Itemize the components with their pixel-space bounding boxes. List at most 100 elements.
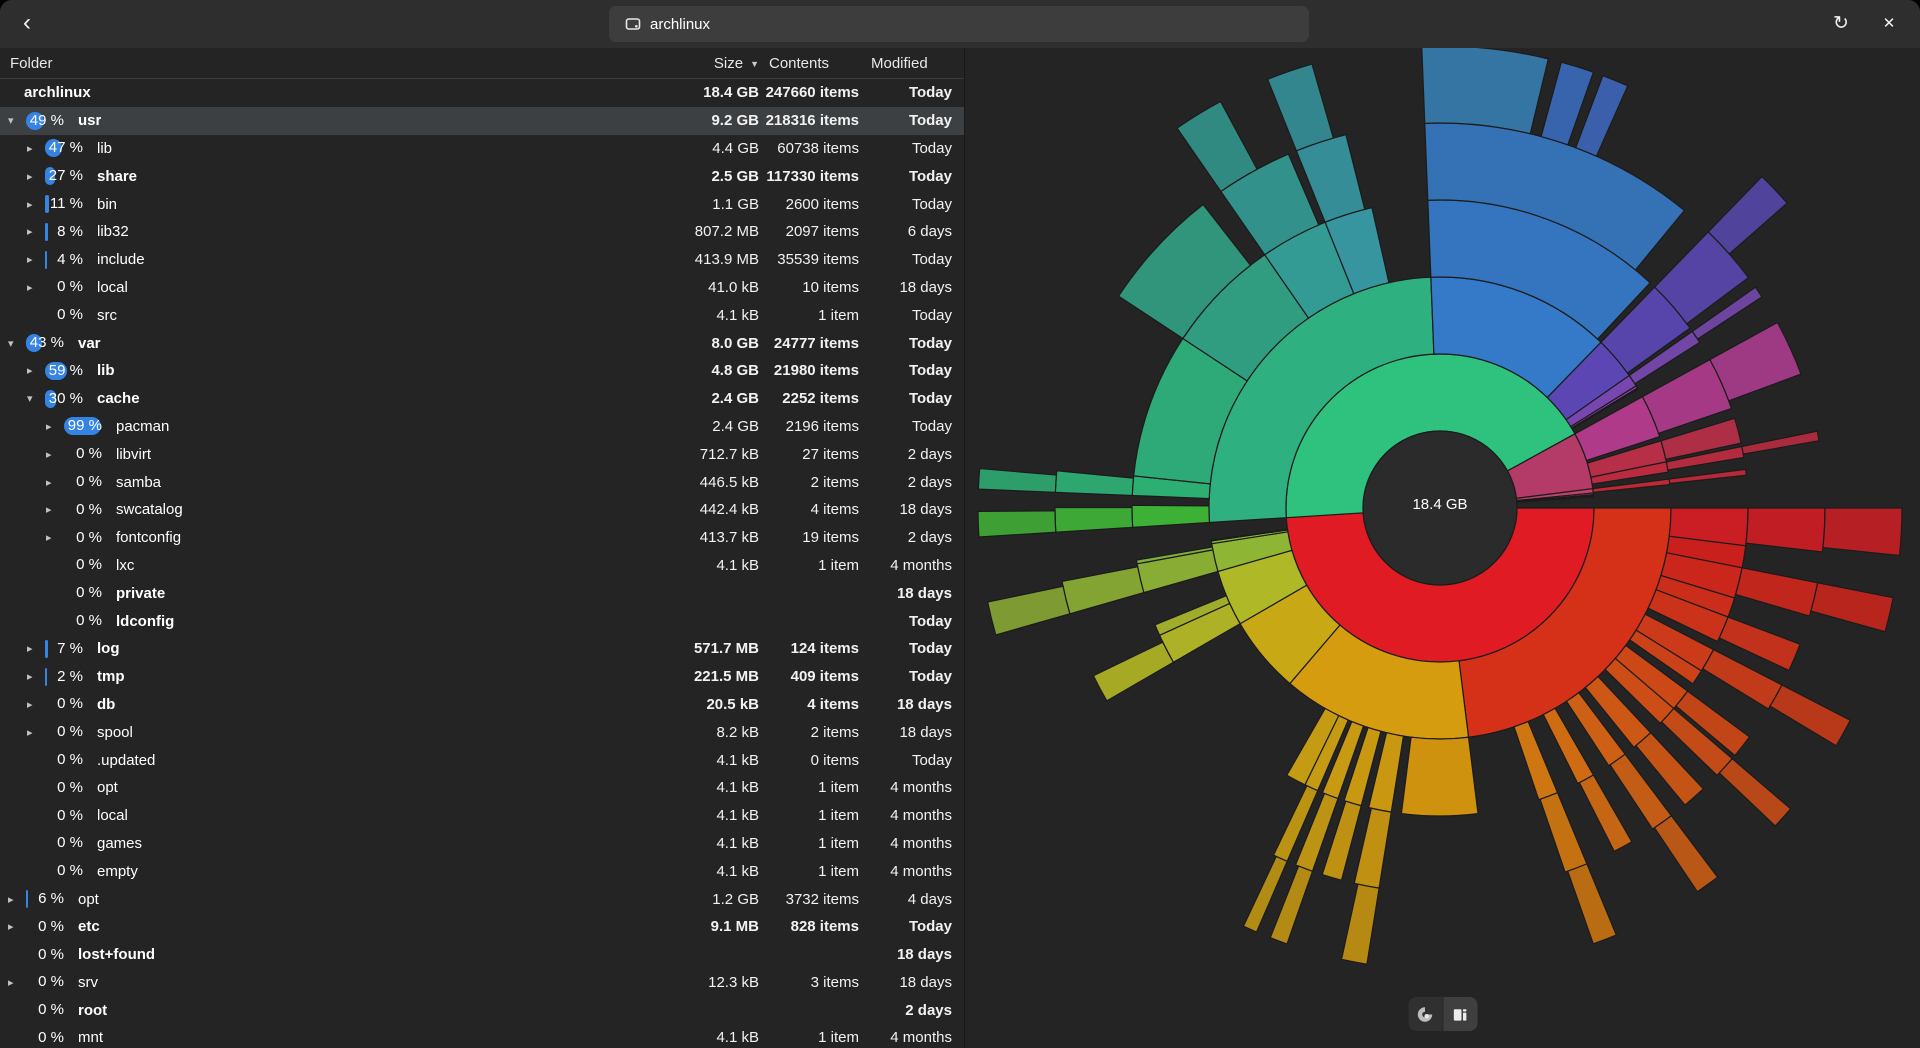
table-row[interactable]: ▸ 0 % fontconfig 413.7 kB 19 items 2 days — [0, 524, 964, 552]
ring-segment[interactable] — [1421, 48, 1550, 135]
table-row[interactable]: ▾ 43 % var 8.0 GB 24777 items Today — [0, 329, 964, 357]
expander-closed-icon[interactable]: ▸ — [27, 643, 33, 656]
ring-segment[interactable] — [1769, 684, 1852, 747]
expander-closed-icon[interactable]: ▸ — [46, 448, 52, 461]
ring-segment[interactable] — [1734, 567, 1819, 617]
table-row[interactable]: ▸ 7 % log 571.7 MB 124 items Today — [0, 635, 964, 663]
ring-segment[interactable] — [1269, 865, 1314, 945]
ring-segment[interactable] — [1566, 863, 1618, 945]
ring-segment[interactable] — [1628, 629, 1703, 685]
ring-segment[interactable] — [1810, 582, 1894, 633]
table-row[interactable]: ▸ 0 % etc 9.1 MB 828 items Today — [0, 913, 964, 941]
ring-segment[interactable] — [1210, 528, 1289, 542]
table-row[interactable]: 0 % .updated 4.1 kB 0 items Today — [0, 746, 964, 774]
rings-chart[interactable] — [965, 48, 1920, 1048]
table-row[interactable]: 0 % private 18 days — [0, 579, 964, 607]
ring-segment[interactable] — [1653, 814, 1719, 893]
table-row[interactable]: 0 % src 4.1 kB 1 item Today — [0, 301, 964, 329]
table-row[interactable]: 0 % root 2 days — [0, 996, 964, 1024]
table-row[interactable]: ▸ 0 % local 41.0 kB 10 items 18 days — [0, 274, 964, 302]
expander-closed-icon[interactable]: ▸ — [27, 254, 33, 267]
table-row[interactable]: ▸ 4 % include 413.9 MB 35539 items Today — [0, 246, 964, 274]
ring-segment[interactable] — [1691, 286, 1763, 340]
table-row[interactable]: 0 % mnt 4.1 kB 1 item 4 months — [0, 1024, 964, 1048]
rings-chart-button[interactable] — [1408, 997, 1442, 1031]
ring-segment[interactable] — [1092, 641, 1175, 702]
back-button[interactable]: ‹ — [23, 9, 31, 36]
ring-segment[interactable] — [1578, 774, 1633, 853]
ring-segment[interactable] — [1135, 546, 1214, 565]
column-folder[interactable]: Folder — [10, 54, 53, 72]
ring-segment[interactable] — [1709, 321, 1802, 402]
expander-closed-icon[interactable]: ▸ — [27, 198, 33, 211]
column-size[interactable]: Size ▼ — [713, 54, 759, 72]
expander-closed-icon[interactable]: ▸ — [8, 893, 14, 906]
table-row[interactable]: ▸ 0 % samba 446.5 kB 2 items 2 days — [0, 468, 964, 496]
expander-closed-icon[interactable]: ▸ — [46, 532, 52, 545]
ring-segment[interactable] — [1154, 594, 1231, 637]
expander-open-icon[interactable]: ▾ — [8, 115, 14, 128]
ring-segment[interactable] — [1321, 800, 1362, 881]
table-row[interactable]: 0 % games 4.1 kB 1 item 4 months — [0, 830, 964, 858]
ring-segment[interactable] — [1707, 175, 1788, 255]
refresh-icon[interactable]: ↻ — [1833, 13, 1849, 34]
expander-closed-icon[interactable]: ▸ — [27, 365, 33, 378]
table-row[interactable]: 0 % local 4.1 kB 1 item 4 months — [0, 802, 964, 830]
column-modified[interactable]: Modified — [871, 54, 928, 72]
ring-segment[interactable] — [1117, 203, 1252, 340]
tab-archlinux[interactable]: archlinux — [609, 6, 1309, 42]
table-row[interactable]: 0 % ldconfig Today — [0, 607, 964, 635]
ring-segment[interactable] — [1660, 417, 1742, 461]
ring-segment[interactable] — [1540, 61, 1595, 146]
expander-closed-icon[interactable]: ▸ — [27, 726, 33, 739]
table-row[interactable]: 0 % lxc 4.1 kB 1 item 4 months — [0, 552, 964, 580]
table-row[interactable]: 0 % opt 4.1 kB 1 item 4 months — [0, 774, 964, 802]
ring-segment[interactable] — [1286, 707, 1340, 786]
table-row[interactable]: ▸ 0 % libvirt 712.7 kB 27 items 2 days — [0, 440, 964, 468]
ring-segment[interactable] — [1513, 720, 1559, 801]
table-row[interactable]: ▸ 2 % tmp 221.5 MB 409 items Today — [0, 663, 964, 691]
ring-segment[interactable] — [1266, 63, 1335, 152]
table-row[interactable]: ▸ 11 % bin 1.1 GB 2600 items Today — [0, 190, 964, 218]
table-row[interactable]: ▸ 0 % spool 8.2 kB 2 items 18 days — [0, 718, 964, 746]
ring-segment[interactable] — [977, 510, 1057, 538]
table-row[interactable]: ▸ 0 % swcatalog 442.4 kB 4 items 18 days — [0, 496, 964, 524]
table-row[interactable]: 0 % empty 4.1 kB 1 item 4 months — [0, 857, 964, 885]
expander-closed-icon[interactable]: ▸ — [8, 976, 14, 989]
ring-segment[interactable] — [1242, 855, 1288, 933]
ring-segment[interactable] — [1675, 690, 1751, 757]
table-row[interactable]: ▸ 27 % share 2.5 GB 117330 items Today — [0, 162, 964, 190]
ring-segment[interactable] — [1718, 757, 1792, 827]
ring-segment[interactable] — [1718, 616, 1801, 672]
table-row[interactable]: ▸ 47 % lib 4.4 GB 60738 items Today — [0, 135, 964, 163]
close-icon[interactable]: ✕ — [1882, 15, 1896, 32]
expander-closed-icon[interactable]: ▸ — [27, 170, 33, 183]
expander-closed-icon[interactable]: ▸ — [46, 420, 52, 433]
table-row[interactable]: ▸ 0 % srv 12.3 kB 3 items 18 days — [0, 969, 964, 997]
expander-closed-icon[interactable]: ▸ — [27, 226, 33, 239]
table-row[interactable]: ▸ 99 % pacman 2.4 GB 2196 items Today — [0, 413, 964, 441]
ring-segment[interactable] — [1176, 100, 1258, 193]
table-row[interactable]: 0 % lost+found 18 days — [0, 941, 964, 969]
ring-segment[interactable] — [1400, 736, 1479, 817]
expander-open-icon[interactable]: ▾ — [27, 393, 33, 406]
ring-segment[interactable] — [1668, 468, 1747, 485]
ring-segment[interactable] — [1745, 507, 1826, 553]
ring-segment[interactable] — [1539, 791, 1588, 873]
expander-closed-icon[interactable]: ▸ — [27, 698, 33, 711]
ring-segment[interactable] — [1353, 807, 1392, 889]
table-row[interactable]: ▸ 6 % opt 1.2 GB 3732 items 4 days — [0, 885, 964, 913]
table-row[interactable]: archlinux 18.4 GB 247660 items Today — [0, 79, 964, 107]
ring-segment[interactable] — [977, 467, 1058, 493]
ring-segment[interactable] — [1741, 430, 1820, 455]
ring-segment[interactable] — [1570, 387, 1639, 430]
expander-open-icon[interactable]: ▾ — [8, 337, 14, 350]
ring-segment[interactable] — [1061, 566, 1145, 615]
table-row[interactable]: ▸ 8 % lib32 807.2 MB 2097 items 6 days — [0, 218, 964, 246]
treemap-button[interactable] — [1443, 997, 1477, 1031]
ring-segment[interactable] — [1054, 506, 1134, 533]
ring-segment[interactable] — [1131, 504, 1211, 528]
column-contents[interactable]: Contents — [769, 54, 830, 72]
ring-segment[interactable] — [1822, 507, 1903, 557]
expander-closed-icon[interactable]: ▸ — [27, 142, 33, 155]
